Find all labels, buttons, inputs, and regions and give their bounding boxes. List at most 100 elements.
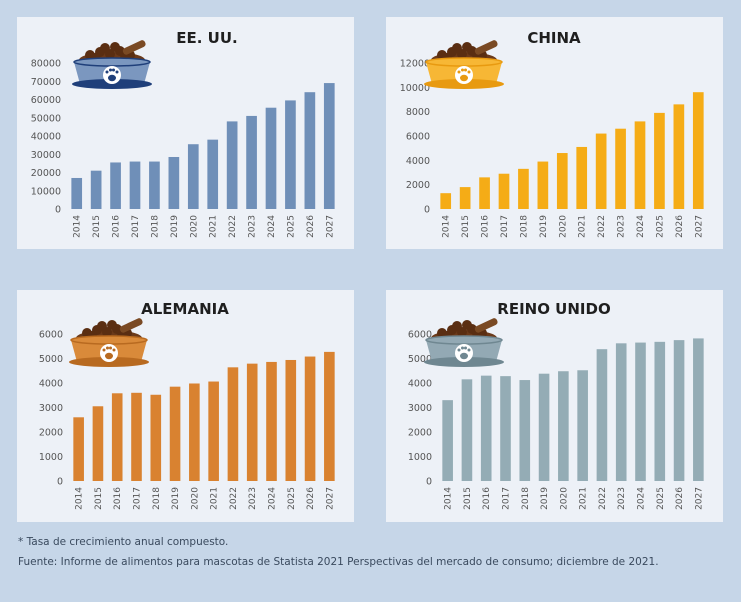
- bar: [654, 341, 666, 481]
- kibble: [462, 42, 472, 52]
- x-tick-label: 2014: [75, 487, 85, 510]
- paw-toe: [115, 70, 119, 74]
- x-tick-label: 2016: [112, 215, 122, 238]
- bar: [595, 133, 607, 209]
- bar-series: [440, 92, 704, 209]
- chart-usa: EE. UU. 0 10000 20000 30000 40000 50000 60000 7…: [31, 29, 336, 238]
- x-tick-label: 2015: [463, 487, 473, 510]
- x-tick-label: 2024: [637, 487, 647, 510]
- chart-panel-germany: ALEMANIA 0 1000 2000 3000 4000 5000 6000 2014 2…: [17, 290, 354, 522]
- bar: [577, 370, 588, 481]
- x-tick-label: 2018: [150, 215, 160, 238]
- chart-title: EE. UU.: [176, 29, 237, 47]
- x-tick-label: 2026: [675, 487, 685, 510]
- x-tick-label: 2027: [694, 215, 704, 238]
- bar: [324, 351, 335, 481]
- bar: [461, 379, 473, 481]
- y-tick-label: 5000: [408, 354, 432, 365]
- chart-title: REINO UNIDO: [497, 300, 610, 318]
- chart-panel-uk: REINO UNIDO 0 1000 2000 3000 4000 5000 6000 20…: [386, 290, 723, 522]
- x-tick-label: 2024: [267, 215, 277, 238]
- paw-toe: [106, 346, 109, 350]
- bar: [556, 153, 568, 209]
- x-tick-label: 2019: [171, 487, 181, 510]
- bar: [246, 363, 258, 481]
- y-tick-label: 6000: [406, 132, 430, 143]
- x-tick-label: 2017: [502, 487, 512, 510]
- bowl-rim: [73, 57, 151, 67]
- bone: [119, 318, 143, 333]
- bar: [459, 187, 471, 209]
- bone: [122, 40, 146, 55]
- pet-bowl-icon: [424, 318, 504, 367]
- bar: [518, 168, 529, 209]
- y-tick-label: 0: [424, 205, 430, 216]
- kibble: [97, 321, 107, 331]
- chart-title: ALEMANIA: [141, 300, 229, 318]
- bar: [149, 161, 160, 209]
- paw-toe: [102, 348, 106, 352]
- bar: [227, 367, 239, 481]
- y-tick-label: 3000: [39, 403, 63, 414]
- y-tick-label: 6000: [408, 330, 432, 341]
- bar: [131, 392, 142, 481]
- paw-pad: [460, 74, 468, 82]
- y-axis: 0 2000 4000 6000 8000 10000 12000: [400, 59, 430, 216]
- bowl-rim: [70, 335, 148, 345]
- y-tick-label: 60000: [31, 95, 61, 106]
- bar: [111, 393, 123, 481]
- bar: [207, 139, 219, 209]
- paw-toe: [457, 348, 461, 352]
- y-tick-label: 12000: [400, 59, 430, 70]
- bar: [110, 162, 121, 209]
- bar: [187, 144, 199, 209]
- bone: [474, 318, 498, 333]
- x-tick-label: 2018: [519, 215, 529, 238]
- bar: [150, 394, 162, 481]
- x-axis: 2014 2015 2016 2017 2018 2019 2020 2021 2022 2023…: [75, 487, 336, 510]
- x-tick-label: 2025: [286, 215, 296, 238]
- kibble: [100, 43, 110, 53]
- x-tick-label: 2026: [306, 215, 316, 238]
- x-tick-label: 2022: [597, 215, 607, 238]
- bar: [285, 359, 297, 481]
- bar: [71, 177, 83, 209]
- x-tick-label: 2015: [461, 215, 471, 238]
- x-tick-label: 2020: [558, 215, 568, 238]
- bar: [479, 177, 490, 209]
- y-tick-label: 0: [55, 205, 61, 216]
- bar: [596, 349, 608, 481]
- bar: [73, 417, 84, 481]
- x-tick-label: 2018: [152, 487, 162, 510]
- paw-toe: [461, 346, 464, 350]
- paw-toe: [457, 70, 461, 74]
- y-tick-label: 4000: [408, 379, 432, 390]
- bar: [129, 161, 141, 209]
- paw-toe: [464, 68, 467, 72]
- x-tick-label: 2023: [248, 487, 258, 510]
- paw-toe: [105, 70, 109, 74]
- y-tick-label: 4000: [39, 379, 63, 390]
- y-tick-label: 80000: [31, 59, 61, 70]
- x-tick-label: 2025: [655, 215, 665, 238]
- x-tick-label: 2014: [442, 215, 452, 238]
- bar: [189, 383, 200, 481]
- y-tick-label: 2000: [408, 428, 432, 439]
- x-tick-label: 2019: [170, 215, 180, 238]
- bar: [323, 83, 335, 209]
- y-tick-label: 4000: [406, 156, 430, 167]
- bar: [498, 173, 510, 209]
- paw-toe: [109, 68, 112, 72]
- bar: [634, 121, 646, 209]
- x-tick-label: 2015: [94, 487, 104, 510]
- bar: [558, 371, 569, 481]
- bar: [654, 112, 665, 209]
- paw-toe: [464, 346, 467, 350]
- x-tick-label: 2017: [133, 487, 143, 510]
- x-tick-label: 2022: [229, 487, 239, 510]
- bar-series: [71, 83, 335, 209]
- bowl-rim: [425, 335, 503, 345]
- y-tick-label: 40000: [31, 132, 61, 143]
